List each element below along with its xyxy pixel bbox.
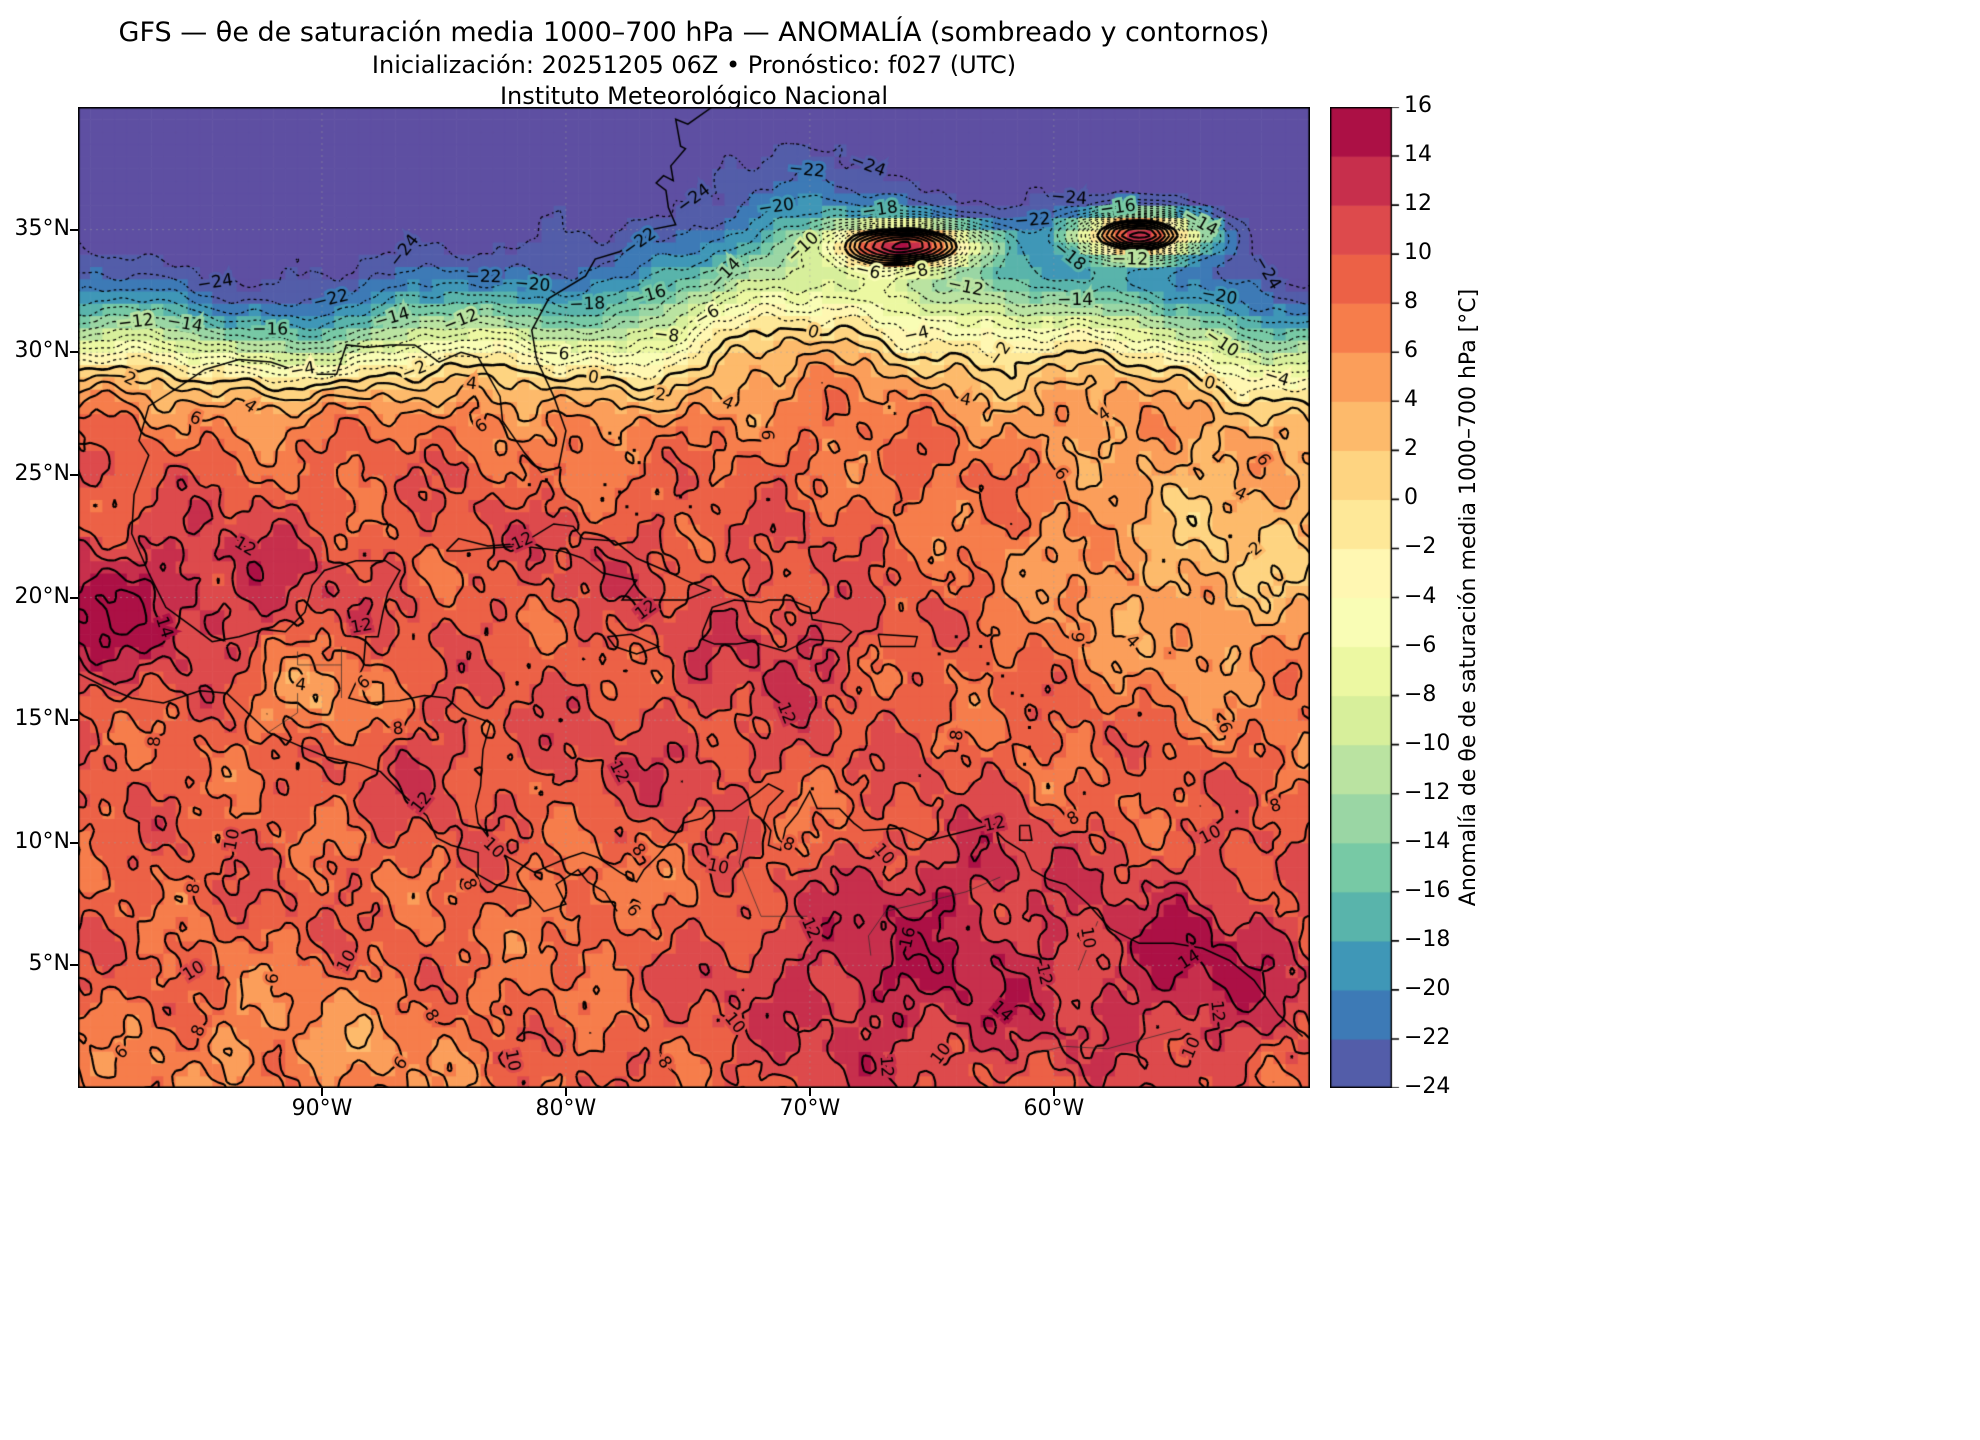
colorbar	[1330, 107, 1402, 1088]
colorbar-tick-label: 12	[1404, 191, 1432, 217]
x-axis-tick-mark	[1052, 1088, 1055, 1096]
colorbar-tick-label: −20	[1404, 975, 1451, 1001]
chart-titles: GFS — θe de saturación media 1000–700 hP…	[78, 16, 1310, 112]
y-axis-tick-label: 35°N	[14, 215, 70, 241]
colorbar-tick-label: −4	[1404, 583, 1437, 609]
x-axis-tick-label: 70°W	[779, 1096, 841, 1121]
chart-subtitle: Inicialización: 20251205 06Z • Pronóstic…	[371, 51, 1017, 79]
x-axis-tick-label: 80°W	[535, 1096, 597, 1121]
colorbar-tick-label: 4	[1404, 387, 1418, 413]
colorbar-tick-label: −6	[1404, 632, 1437, 658]
y-axis-tick-mark	[70, 841, 78, 844]
colorbar-tick-label: −22	[1404, 1024, 1451, 1050]
y-axis-tick-label: 25°N	[14, 460, 70, 486]
y-axis-tick-mark	[70, 351, 78, 354]
x-axis-tick-label: 90°W	[291, 1096, 353, 1121]
y-axis-tick-mark	[70, 719, 78, 722]
colorbar-tick-label: −2	[1404, 534, 1437, 560]
colorbar-tick-label: −24	[1404, 1074, 1451, 1099]
x-axis-tick-mark	[320, 1088, 323, 1096]
colorbar-tick-label: −12	[1404, 779, 1451, 805]
colorbar-tick-label: 8	[1404, 289, 1418, 315]
y-axis-tick-label: 30°N	[14, 338, 70, 364]
colorbar-tick-label: 6	[1404, 338, 1418, 364]
map-canvas	[78, 107, 1310, 1088]
colorbar-tick-label: −14	[1404, 828, 1451, 854]
y-axis-tick-mark	[70, 964, 78, 967]
colorbar-tick-label: 14	[1404, 142, 1432, 168]
x-axis-tick-label: 60°W	[1023, 1096, 1085, 1121]
y-axis-tick-mark	[70, 596, 78, 599]
colorbar-tick-label: 16	[1404, 93, 1432, 118]
colorbar-tick-label: −10	[1404, 730, 1451, 756]
colorbar-tick-label: 10	[1404, 240, 1432, 266]
y-axis-tick-label: 10°N	[14, 828, 70, 854]
y-axis-tick-label: 20°N	[14, 583, 70, 609]
y-axis-tick-mark	[70, 228, 78, 231]
x-axis-tick-mark	[808, 1088, 811, 1096]
colorbar-tick-label: −16	[1404, 877, 1451, 903]
colorbar-tick-label: 2	[1404, 436, 1418, 462]
y-axis-tick-label: 15°N	[14, 706, 70, 732]
colorbar-tick-label: 0	[1404, 485, 1418, 511]
colorbar-label: Anomalía de θe de saturación media 1000–…	[1456, 288, 1481, 907]
colorbar-tick-label: −18	[1404, 926, 1451, 952]
x-axis-tick-mark	[564, 1088, 567, 1096]
chart-title: GFS — θe de saturación media 1000–700 hP…	[118, 17, 1270, 48]
colorbar-tick-label: −8	[1404, 681, 1437, 707]
y-axis-tick-label: 5°N	[28, 951, 70, 977]
chart-institution: Instituto Meteorológico Nacional	[499, 82, 889, 110]
y-axis-tick-mark	[70, 473, 78, 476]
